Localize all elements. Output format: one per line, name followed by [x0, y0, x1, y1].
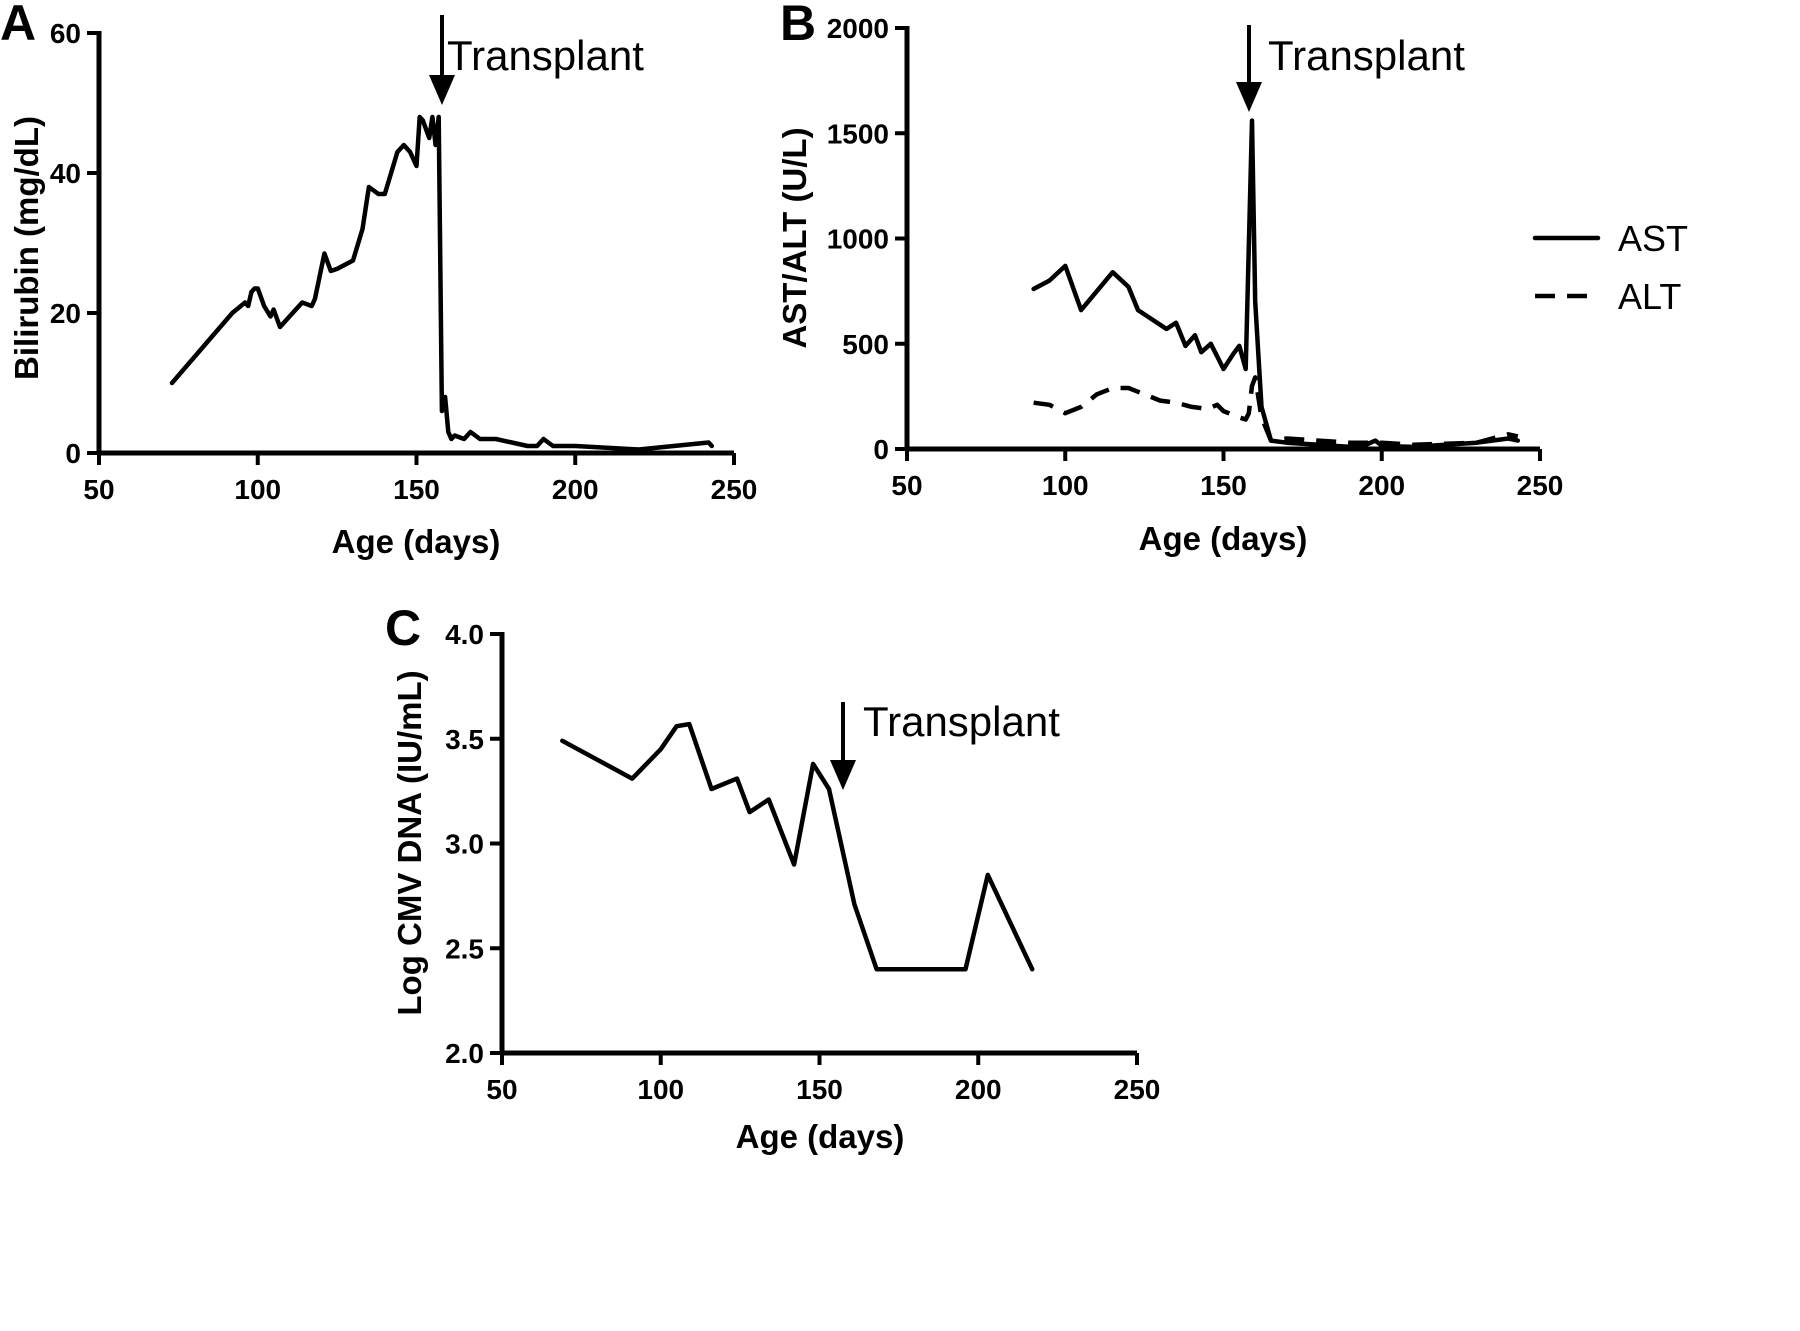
y-tick-label: 3.5 — [445, 724, 484, 755]
chart-panel-b: B 0 500 1000 1500 2000 50 100 150 200 250 Age (days… — [776, 0, 1688, 557]
y-axis-title: Bilirubin (mg/dL) — [8, 116, 45, 380]
series-line-alt — [1033, 375, 1519, 448]
transplant-label: Transplant — [447, 32, 644, 79]
x-tick-label: 100 — [1042, 470, 1089, 501]
x-tick-label: 250 — [1114, 1074, 1161, 1105]
y-tick-label: 500 — [842, 329, 889, 360]
y-tick-label: 1000 — [827, 224, 889, 255]
transplant-label: Transplant — [863, 698, 1060, 745]
x-axis-title: Age (days) — [736, 1118, 905, 1155]
y-tick-label: 60 — [50, 18, 81, 49]
x-tick-label: 100 — [637, 1074, 684, 1105]
y-tick-label: 20 — [50, 298, 81, 329]
y-axis-title: Log CMV DNA (IU/mL) — [391, 670, 428, 1015]
legend-label-alt: ALT — [1618, 276, 1681, 317]
y-tick-label: 0 — [873, 434, 889, 465]
transplant-label: Transplant — [1268, 32, 1465, 79]
x-tick-label: 200 — [955, 1074, 1002, 1105]
x-tick-label: 200 — [1358, 470, 1405, 501]
y-tick-label: 40 — [50, 158, 81, 189]
y-axis-title: AST/ALT (U/L) — [776, 127, 813, 348]
transplant-arrow-head — [1236, 82, 1262, 112]
x-tick-label: 150 — [1200, 470, 1247, 501]
x-tick-label: 50 — [891, 470, 922, 501]
x-tick-label: 250 — [711, 474, 758, 505]
x-axis-title: Age (days) — [1139, 520, 1308, 557]
y-tick-label: 2.5 — [445, 933, 484, 964]
panel-letter: B — [780, 0, 816, 51]
series-line-ast — [1031, 118, 1521, 450]
y-tick-label: 2000 — [827, 13, 889, 44]
x-tick-label: 50 — [486, 1074, 517, 1105]
panel-letter: A — [0, 0, 36, 51]
panel-letter: C — [385, 600, 421, 656]
transplant-arrow-head — [830, 760, 856, 790]
x-tick-label: 250 — [1517, 470, 1564, 501]
y-tick-label: 1500 — [827, 118, 889, 149]
x-tick-label: 100 — [234, 474, 281, 505]
transplant-arrow-head — [429, 75, 455, 105]
y-tick-label: 2.0 — [445, 1038, 484, 1069]
x-tick-label: 150 — [393, 474, 440, 505]
x-tick-label: 150 — [796, 1074, 843, 1105]
x-tick-label: 200 — [552, 474, 599, 505]
y-tick-label: 3.0 — [445, 829, 484, 860]
chart-panel-a: A 0 20 40 60 50 100 150 200 250 Age (days) Bilirubi… — [0, 0, 757, 560]
y-tick-label: 0 — [65, 438, 81, 469]
series-line — [560, 721, 1035, 972]
x-tick-label: 50 — [83, 474, 114, 505]
x-axis-title: Age (days) — [332, 523, 501, 560]
legend-label-ast: AST — [1618, 218, 1688, 259]
chart-panel-c: C 2.0 2.5 3.0 3.5 4.0 50 100 150 200 250 Age (days)… — [385, 600, 1160, 1155]
y-tick-label: 4.0 — [445, 619, 484, 650]
series-line — [169, 114, 715, 452]
